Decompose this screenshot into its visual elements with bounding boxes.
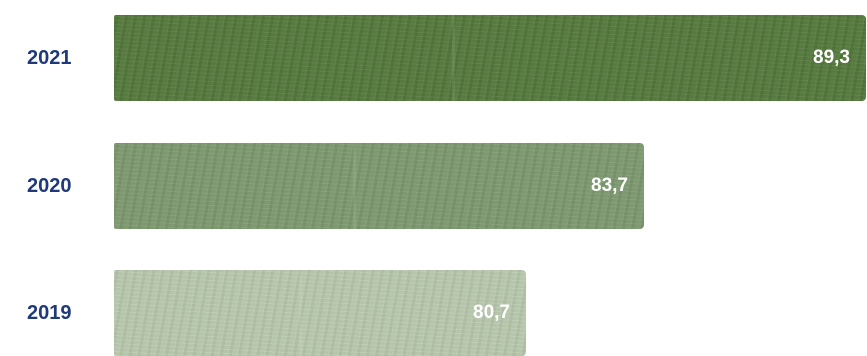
bar-2020 [114,143,644,229]
category-label: 2019 [27,302,72,324]
bar-2021 [114,15,866,101]
value-label: 83,7 [591,175,628,196]
value-label: 89,3 [813,47,850,68]
category-label: 2021 [27,47,72,69]
bar-2019 [114,270,526,356]
value-label: 80,7 [473,302,510,323]
category-label: 2020 [27,175,72,197]
bar-chart: 2021 89,3 2020 83,7 2019 80,7 [27,15,866,356]
